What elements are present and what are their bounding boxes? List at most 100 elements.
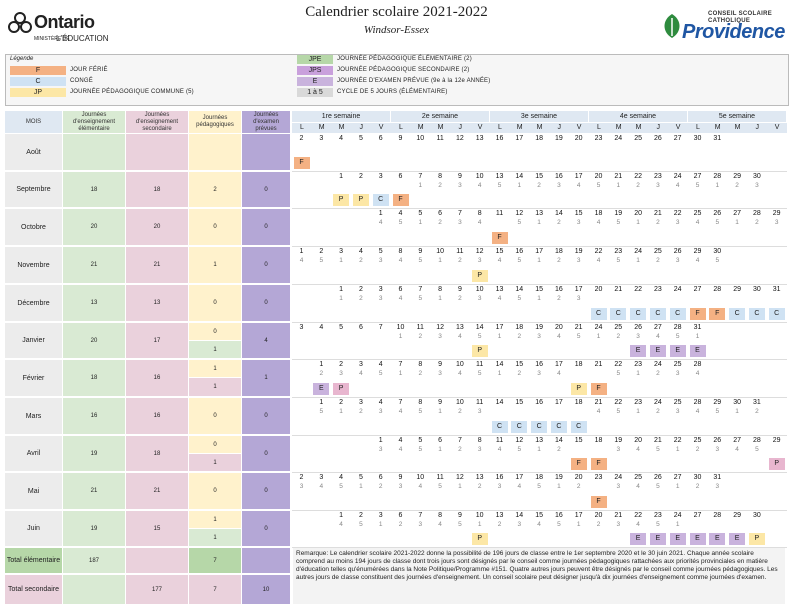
cycle-day: 4 [695,219,700,226]
cycle-day: 1 [537,257,541,264]
calendar-day: 22 [634,512,642,519]
cycle-day: 2 [458,257,462,264]
calendar-day: 15 [515,399,524,406]
calendar-day: 10 [396,324,405,331]
calendar-day: 21 [653,437,662,444]
cycle-day: 2 [735,182,739,189]
cycle-day: 2 [656,257,660,264]
cycle-day: 3 [458,182,462,189]
ontario-ministry: MINISTÈRE DE [34,36,70,42]
calendar-day: 18 [594,210,603,217]
cycle-day: 5 [656,446,660,453]
calendar-day: 11 [456,248,464,255]
calendar-day: 13 [475,474,484,481]
calendar-day: 15 [495,248,504,255]
cycle-day: 5 [715,219,720,226]
cycle-day: 1 [557,483,561,490]
cycle-day: 4 [378,219,383,226]
day-code: C [570,421,587,433]
day-code: C [768,308,785,320]
cycle-day: 2 [398,521,403,528]
month-sec [126,134,188,171]
cycle-day: 4 [517,483,522,490]
calendar-day: 4 [378,361,383,368]
calendar-day: 20 [594,286,603,293]
day-code: E [630,533,647,545]
calendar-day: 8 [438,512,443,519]
cycle-day: 2 [616,333,621,340]
row-divider [292,472,787,473]
day-of-week: V [569,123,589,133]
calendar-day: 30 [752,286,761,293]
calendar-day: 9 [438,361,443,368]
calendar-day: 6 [378,474,383,481]
cycle-day: 5 [537,483,541,490]
calendar-day: 26 [634,324,642,331]
leaf-icon [664,14,680,38]
calendar-day: 14 [495,361,504,368]
month-exam: 4 [242,323,290,359]
cycle-day: 3 [438,370,442,377]
month-ped: 1 [189,360,241,378]
calendar-day: 27 [673,474,682,481]
calendar-day: 11 [476,361,484,368]
cycle-day: 4 [458,333,462,340]
calendar-day: 3 [378,173,383,180]
cycle-day: 1 [359,483,363,490]
calendar-day: 15 [574,210,583,217]
ontario-education: L'ÉDUCATION [56,34,109,43]
calendar-day: 1 [339,173,344,180]
cycle-day: 2 [458,408,462,415]
calendar-day: 3 [358,399,363,406]
cycle-day: 2 [497,521,502,528]
month-ped: 0 [189,473,241,510]
month-elem: 19 [63,436,125,472]
calendar-day: 2 [339,399,344,406]
cycle-day: 4 [299,257,304,264]
providence-name: Providence [682,21,785,43]
day-of-week: M [410,123,431,133]
month-exam: 0 [242,511,290,547]
calendar-day: 2 [358,512,363,519]
month-label: Février [5,360,62,397]
cycle-day: 4 [359,370,363,377]
calendar-day: 28 [713,173,722,180]
cycle-day: 5 [339,483,343,490]
calendar-day: 10 [455,361,464,368]
day-code: C [511,421,528,433]
row-divider [292,547,787,548]
calendar-day: 9 [457,512,462,519]
calendar-day: 1 [339,286,344,293]
calendar-day: 10 [436,248,444,255]
cycle-day: 4 [477,182,482,189]
calendar-day: 10 [416,474,425,481]
calendar-day: 23 [634,361,642,368]
day-of-week: J [450,123,471,133]
calendar-day: 15 [535,286,543,293]
month-exam: 0 [242,172,290,208]
month-ped-2: 1 [189,454,241,472]
calendar-day: 12 [455,135,464,142]
calendar-day: 22 [614,361,623,368]
month-label: Décembre [5,285,62,322]
cycle-day: 3 [477,446,482,453]
cycle-day: 1 [438,295,442,302]
calendar-day: 30 [693,474,702,481]
calendar-day: 1 [378,210,383,217]
calendar-day: 19 [614,437,623,444]
calendar-day: 6 [398,286,403,293]
month-label: Avril [5,436,62,472]
calendar-day: 1 [319,399,324,406]
calendar-day: 2 [319,248,324,255]
cycle-day: 1 [636,370,640,377]
calendar-day: 30 [713,248,722,255]
month-sec: 21 [126,247,188,284]
calendar-day: 9 [418,248,423,255]
cycle-day: 1 [497,333,502,340]
cycle-day: 4 [596,219,601,226]
calendar-day: 25 [693,210,702,217]
calendar-day: 14 [495,399,504,406]
cycle-day: 1 [636,257,640,264]
day-code: F [570,458,587,470]
legend-swatch: F [10,66,66,75]
